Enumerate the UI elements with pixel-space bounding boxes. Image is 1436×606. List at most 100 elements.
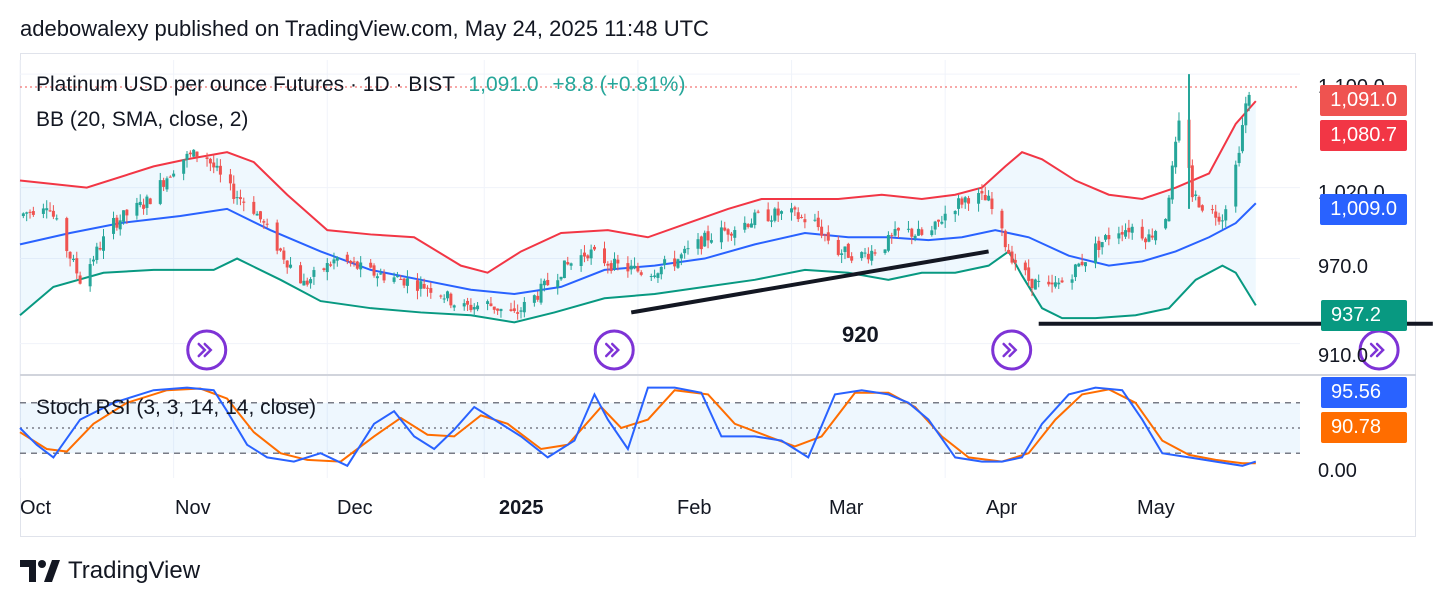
bb-legend[interactable]: BB (20, SMA, close, 2) [36, 108, 249, 131]
candle-body [803, 219, 807, 223]
candle-body [683, 248, 687, 254]
tradingview-footer[interactable]: TradingView [20, 557, 200, 585]
candle-body [883, 249, 887, 253]
candle-body [743, 222, 747, 230]
stoch-d-line [19, 387, 1256, 465]
candle-body [733, 230, 737, 238]
candle-body [182, 159, 186, 174]
candle-body [232, 183, 236, 199]
candle-body [469, 304, 473, 311]
candle-body [352, 261, 356, 263]
dividend-event-icon [1358, 329, 1400, 371]
candle-body [1147, 234, 1151, 242]
candle-body [1070, 279, 1074, 283]
candle-body [395, 276, 399, 278]
candle-body [1003, 230, 1007, 248]
candle-body [850, 256, 854, 261]
annotation-text[interactable]: 920 [842, 322, 879, 347]
candle-body [676, 259, 680, 268]
candle-body [1140, 226, 1144, 239]
candle-body [536, 295, 540, 300]
candle-body [349, 260, 353, 264]
candle-body [773, 208, 777, 221]
candle-body [195, 151, 199, 157]
candle-body [305, 280, 309, 285]
candle-body [486, 301, 490, 304]
candle-body [415, 280, 419, 291]
candle-body [1050, 282, 1054, 285]
candle-body [770, 220, 773, 222]
candle-body [1027, 267, 1031, 281]
candle-body [840, 253, 844, 255]
candle-body [135, 202, 139, 216]
stoch-axis-label: 0.00 [1318, 460, 1357, 482]
stoch-pane [19, 386, 1300, 468]
candle-body [446, 291, 450, 299]
stoch-legend[interactable]: Stoch RSI (3, 3, 14, 14, close) [36, 396, 317, 419]
candle-body [766, 209, 770, 222]
candle-body [309, 279, 313, 284]
candle-body [1030, 278, 1034, 289]
candle-body [542, 280, 546, 286]
bb-lower-line [19, 249, 1257, 324]
candle-body [659, 266, 663, 275]
candle-body [1000, 210, 1004, 229]
candle-body [452, 305, 456, 308]
candle-body [823, 234, 827, 236]
candle-body [1234, 164, 1238, 207]
candle-body [405, 278, 409, 286]
candle-body [749, 223, 753, 228]
candle-body [516, 312, 520, 314]
candle-body [703, 232, 707, 247]
candle-body [1174, 141, 1178, 168]
candle-body [75, 258, 79, 274]
candle-body [1047, 281, 1051, 285]
arrow-right-icon [1002, 342, 1018, 358]
dividend-event-icon [991, 329, 1033, 371]
candle-body [1170, 165, 1174, 200]
candle-body [569, 263, 573, 266]
candle-body [1150, 235, 1154, 238]
candle-body [836, 239, 840, 255]
candle-body [582, 252, 586, 257]
candle-body [633, 265, 637, 269]
time-axis-label: 2025 [499, 497, 544, 519]
candle-body [613, 258, 617, 270]
candle-body [967, 198, 971, 204]
candle-body [699, 236, 703, 250]
bb-band-fill [20, 101, 1256, 323]
dividend-event-icon [186, 329, 228, 371]
candle-body [663, 259, 667, 265]
candle-body [843, 246, 847, 253]
bb-lower-tag: 937.2 [1321, 300, 1407, 331]
candle-body [1244, 103, 1248, 126]
time-axis-label: Mar [829, 497, 864, 519]
candle-body [1013, 259, 1017, 263]
candle-body [846, 243, 850, 258]
candle-body [425, 287, 429, 289]
candle-body [118, 220, 122, 230]
candle-body [125, 209, 129, 216]
candle-body [519, 310, 523, 312]
candle-body [375, 276, 379, 279]
candle-body [399, 278, 403, 280]
candle-body [1060, 280, 1064, 283]
candle-body [419, 281, 423, 289]
published-caption: adebowalexy published on TradingView.com… [20, 16, 709, 41]
candle-body [188, 152, 192, 155]
candle-body [359, 262, 363, 270]
trendline [630, 249, 989, 315]
candle-body [977, 193, 981, 204]
stoch-k-tag: 95.56 [1321, 377, 1407, 408]
candle-body [449, 293, 453, 306]
candle-body [987, 195, 991, 201]
candle-body [1194, 194, 1198, 197]
candle-body [302, 280, 306, 286]
candle-body [238, 197, 242, 200]
candle-body [1083, 262, 1087, 267]
symbol-legend[interactable]: Platinum USD per ounce Futures · 1D · BI… [36, 73, 685, 97]
candle-body [439, 295, 443, 297]
candle-body [208, 158, 212, 164]
candle-body [252, 201, 256, 214]
